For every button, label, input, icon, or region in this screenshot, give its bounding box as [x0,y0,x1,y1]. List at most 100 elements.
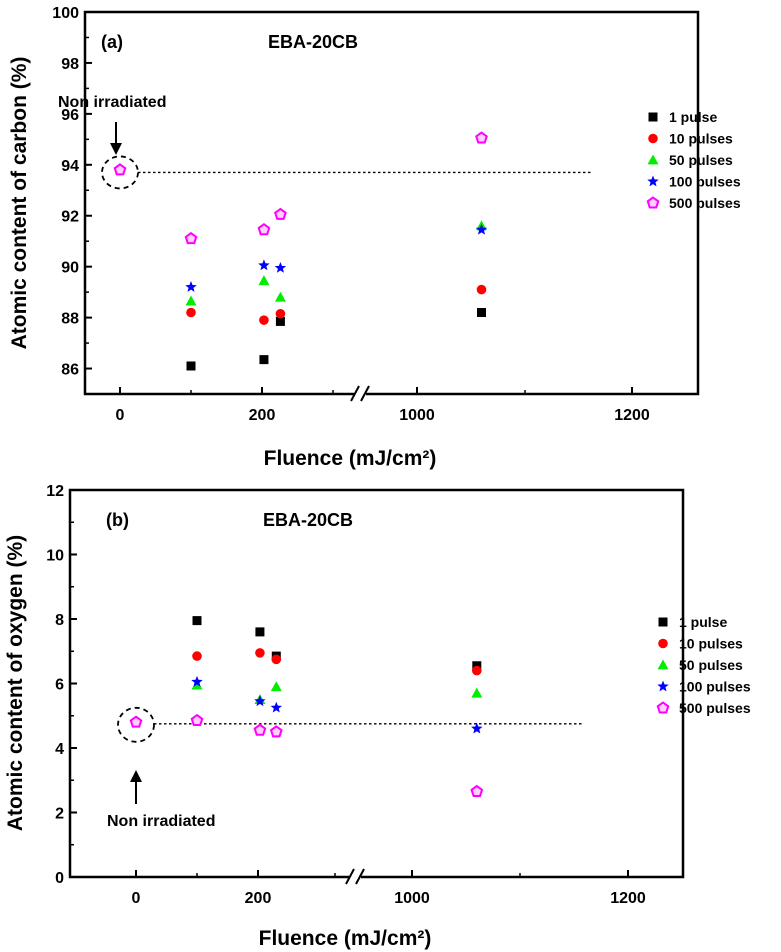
plot-frame [83,10,700,396]
data-point [270,681,282,692]
data-point [192,651,202,661]
data-point [113,163,127,176]
legend-label: 50 pulses [679,657,743,673]
data-point [254,695,266,707]
axis-break-mark [355,868,365,885]
x-axis-title: Fluence (mJ/cm²) [264,447,437,470]
data-point [274,207,287,220]
y-axis-title: Atomic content of oxygen (%) [4,535,27,831]
y-tick-label: 92 [61,209,79,226]
series-1-pulse [186,308,486,371]
data-point [472,661,482,671]
y-tick-label: 4 [55,741,64,758]
data-point [275,316,285,326]
x-tick-label: 1000 [394,890,430,907]
non-irradiated-circle [117,706,155,743]
y-tick-label: 100 [52,5,79,22]
y-tick-label: 10 [46,548,64,565]
legend-marker [658,638,668,649]
series-10-pulses [192,648,482,676]
axis-break-gap [354,390,366,398]
x-tick-label: 0 [116,407,125,424]
series-50-pulses [185,220,487,306]
data-point [269,725,283,738]
panel-b-oxygen: 0 2 4 6 8 10 12 0 200 1000 1200 Non irradiated (b) EB… [4,483,751,950]
y-tick-label: 96 [61,107,79,124]
series-500-pulses [113,131,488,245]
data-point [472,665,482,676]
non-irradiated-label: Non irradiated [107,813,215,830]
data-point [471,687,483,698]
data-point [258,259,270,271]
series-100-pulses [191,675,483,734]
data-point [258,275,270,286]
data-point [259,315,269,325]
y-tick-label: 2 [55,806,64,823]
legend-marker [647,175,659,187]
y-tick-label: 6 [55,677,64,694]
data-point [186,307,196,318]
legend-marker [646,196,660,209]
legend-marker [657,680,669,692]
data-point [185,295,197,306]
legend-marker [648,112,658,122]
x-axis-title: Fluence (mJ/cm²) [259,927,432,950]
y-tick-label: 86 [61,362,79,379]
legend-marker [657,659,669,670]
data-point [259,355,269,365]
data-point [270,701,282,713]
series-500-pulses [129,713,484,797]
data-point [185,281,197,292]
axis-break-mark [350,385,360,402]
legend-marker [658,617,668,627]
non-irradiated-label: Non irradiated [58,94,166,111]
legend-marker [648,133,658,144]
legend-label: 500 pulses [669,195,741,211]
legend-label: 100 pulses [669,174,741,190]
y-tick-label: 8 [55,612,64,629]
data-point [257,223,271,236]
y-tick-label: 90 [61,260,79,277]
data-point [275,308,286,319]
chart-title: EBA-20CB [268,32,358,52]
panel-label: (b) [106,510,129,530]
legend-marker [647,154,659,165]
y-tick-label: 88 [61,311,79,328]
data-point [475,223,488,235]
x-tick-label: 1000 [399,407,435,424]
legend-label: 100 pulses [679,679,751,695]
data-point [184,231,198,245]
data-point [191,679,203,690]
axis-break-gap [349,873,361,881]
series-50-pulses [191,679,483,705]
panel-label: (a) [101,32,123,52]
x-tick-label: 200 [249,407,276,424]
data-point [253,723,267,736]
data-point [274,291,286,302]
data-point [191,675,203,687]
legend-label: 50 pulses [669,152,733,168]
series-10-pulses [186,284,487,325]
chart-title: EBA-20CB [263,510,353,530]
legend-label: 10 pulses [669,131,733,147]
x-tick-label: 1200 [610,890,646,907]
data-point [255,627,265,637]
annotation-arrow-head [130,770,142,782]
legend-label: 500 pulses [679,700,751,716]
axis-break-mark [360,385,370,402]
data-point [471,722,483,734]
y-tick-label: 98 [61,56,79,73]
data-point [470,784,484,797]
series-100-pulses [185,223,488,292]
data-point [476,284,487,295]
y-tick-label: 0 [55,870,64,887]
x-tick-label: 0 [132,890,141,907]
non-irradiated-circle [101,155,139,190]
y-tick-label: 94 [61,158,79,175]
data-point [186,361,196,371]
series-1-pulse [192,616,482,671]
y-tick-label: 12 [46,483,64,500]
annotation-arrow-head [110,143,122,155]
